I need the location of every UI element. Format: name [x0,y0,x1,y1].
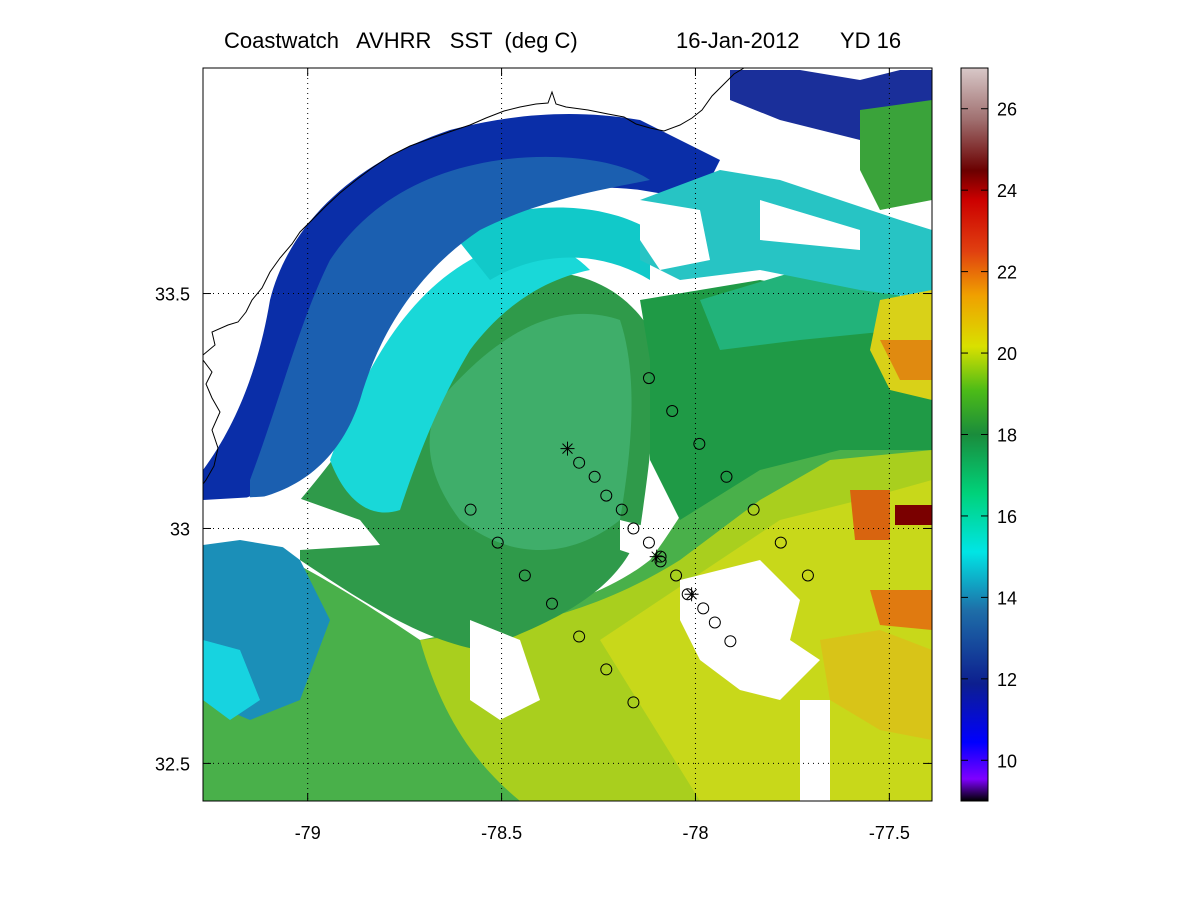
colorbar-tick-label: 26 [997,100,1017,120]
colorbar-tick-label: 24 [997,181,1017,201]
station-circle [654,555,667,568]
station-circle [588,470,601,483]
station-markers [464,372,814,709]
station-star [560,441,575,456]
station-circle [801,569,814,582]
station-star [684,587,699,602]
station-circle [642,372,655,385]
station-circle [697,602,710,615]
x-tick-label: -78 [682,823,708,843]
sst-field [203,68,932,801]
station-circle [720,470,733,483]
station-circle [600,663,613,676]
colorbar-tick-label: 20 [997,344,1017,364]
colorbar-tick-label: 22 [997,263,1017,283]
station-circle [627,522,640,535]
station-circle [642,536,655,549]
title-date: 16-Jan-2012 [676,28,800,53]
y-tick-label: 33.5 [155,285,190,305]
grid-lines [203,68,932,801]
station-circle [708,616,721,629]
station-circle [627,696,640,709]
station-circle [774,536,787,549]
x-tick-label: -77.5 [869,823,910,843]
x-tick-label: -78.5 [481,823,522,843]
station-circle [573,630,586,643]
station-circle [747,503,760,516]
colorbar-tick-label: 18 [997,426,1017,446]
colorbar-tick-label: 14 [997,588,1017,608]
station-circle [518,569,531,582]
x-tick-label: -79 [295,823,321,843]
station-circle [491,536,504,549]
colorbar-tick-label: 10 [997,751,1017,771]
station-circle [615,503,628,516]
latitude-tick-labels: 33.5 33 32.5 [155,285,932,774]
station-circle [600,489,613,502]
y-tick-label: 32.5 [155,754,190,774]
station-circle [666,405,679,418]
y-tick-label: 33 [170,519,190,539]
colorbar-tick-label: 12 [997,670,1017,690]
station-circle [724,635,737,648]
colorbar-tick-label: 16 [997,507,1017,527]
map-axes-frame [202,67,933,802]
station-circle [693,437,706,450]
title-yearday: YD 16 [840,28,902,53]
station-circle [670,569,683,582]
colorbar-tick-labels: 26 24 22 20 18 16 14 12 10 [961,100,1017,771]
station-star [649,549,664,564]
station-circle [545,597,558,610]
station-circle [464,503,477,516]
station-circle [573,456,586,469]
colorbar: 26 24 22 20 18 16 14 12 10 [960,67,1017,802]
title-product: Coastwatch AVHRR SST (deg C) [224,28,578,53]
figure-title: Coastwatch AVHRR SST (deg C) 16-Jan-2012… [0,28,1200,58]
coastline [203,68,745,485]
longitude-tick-labels: -79 -78.5 -78 -77.5 [295,68,910,843]
